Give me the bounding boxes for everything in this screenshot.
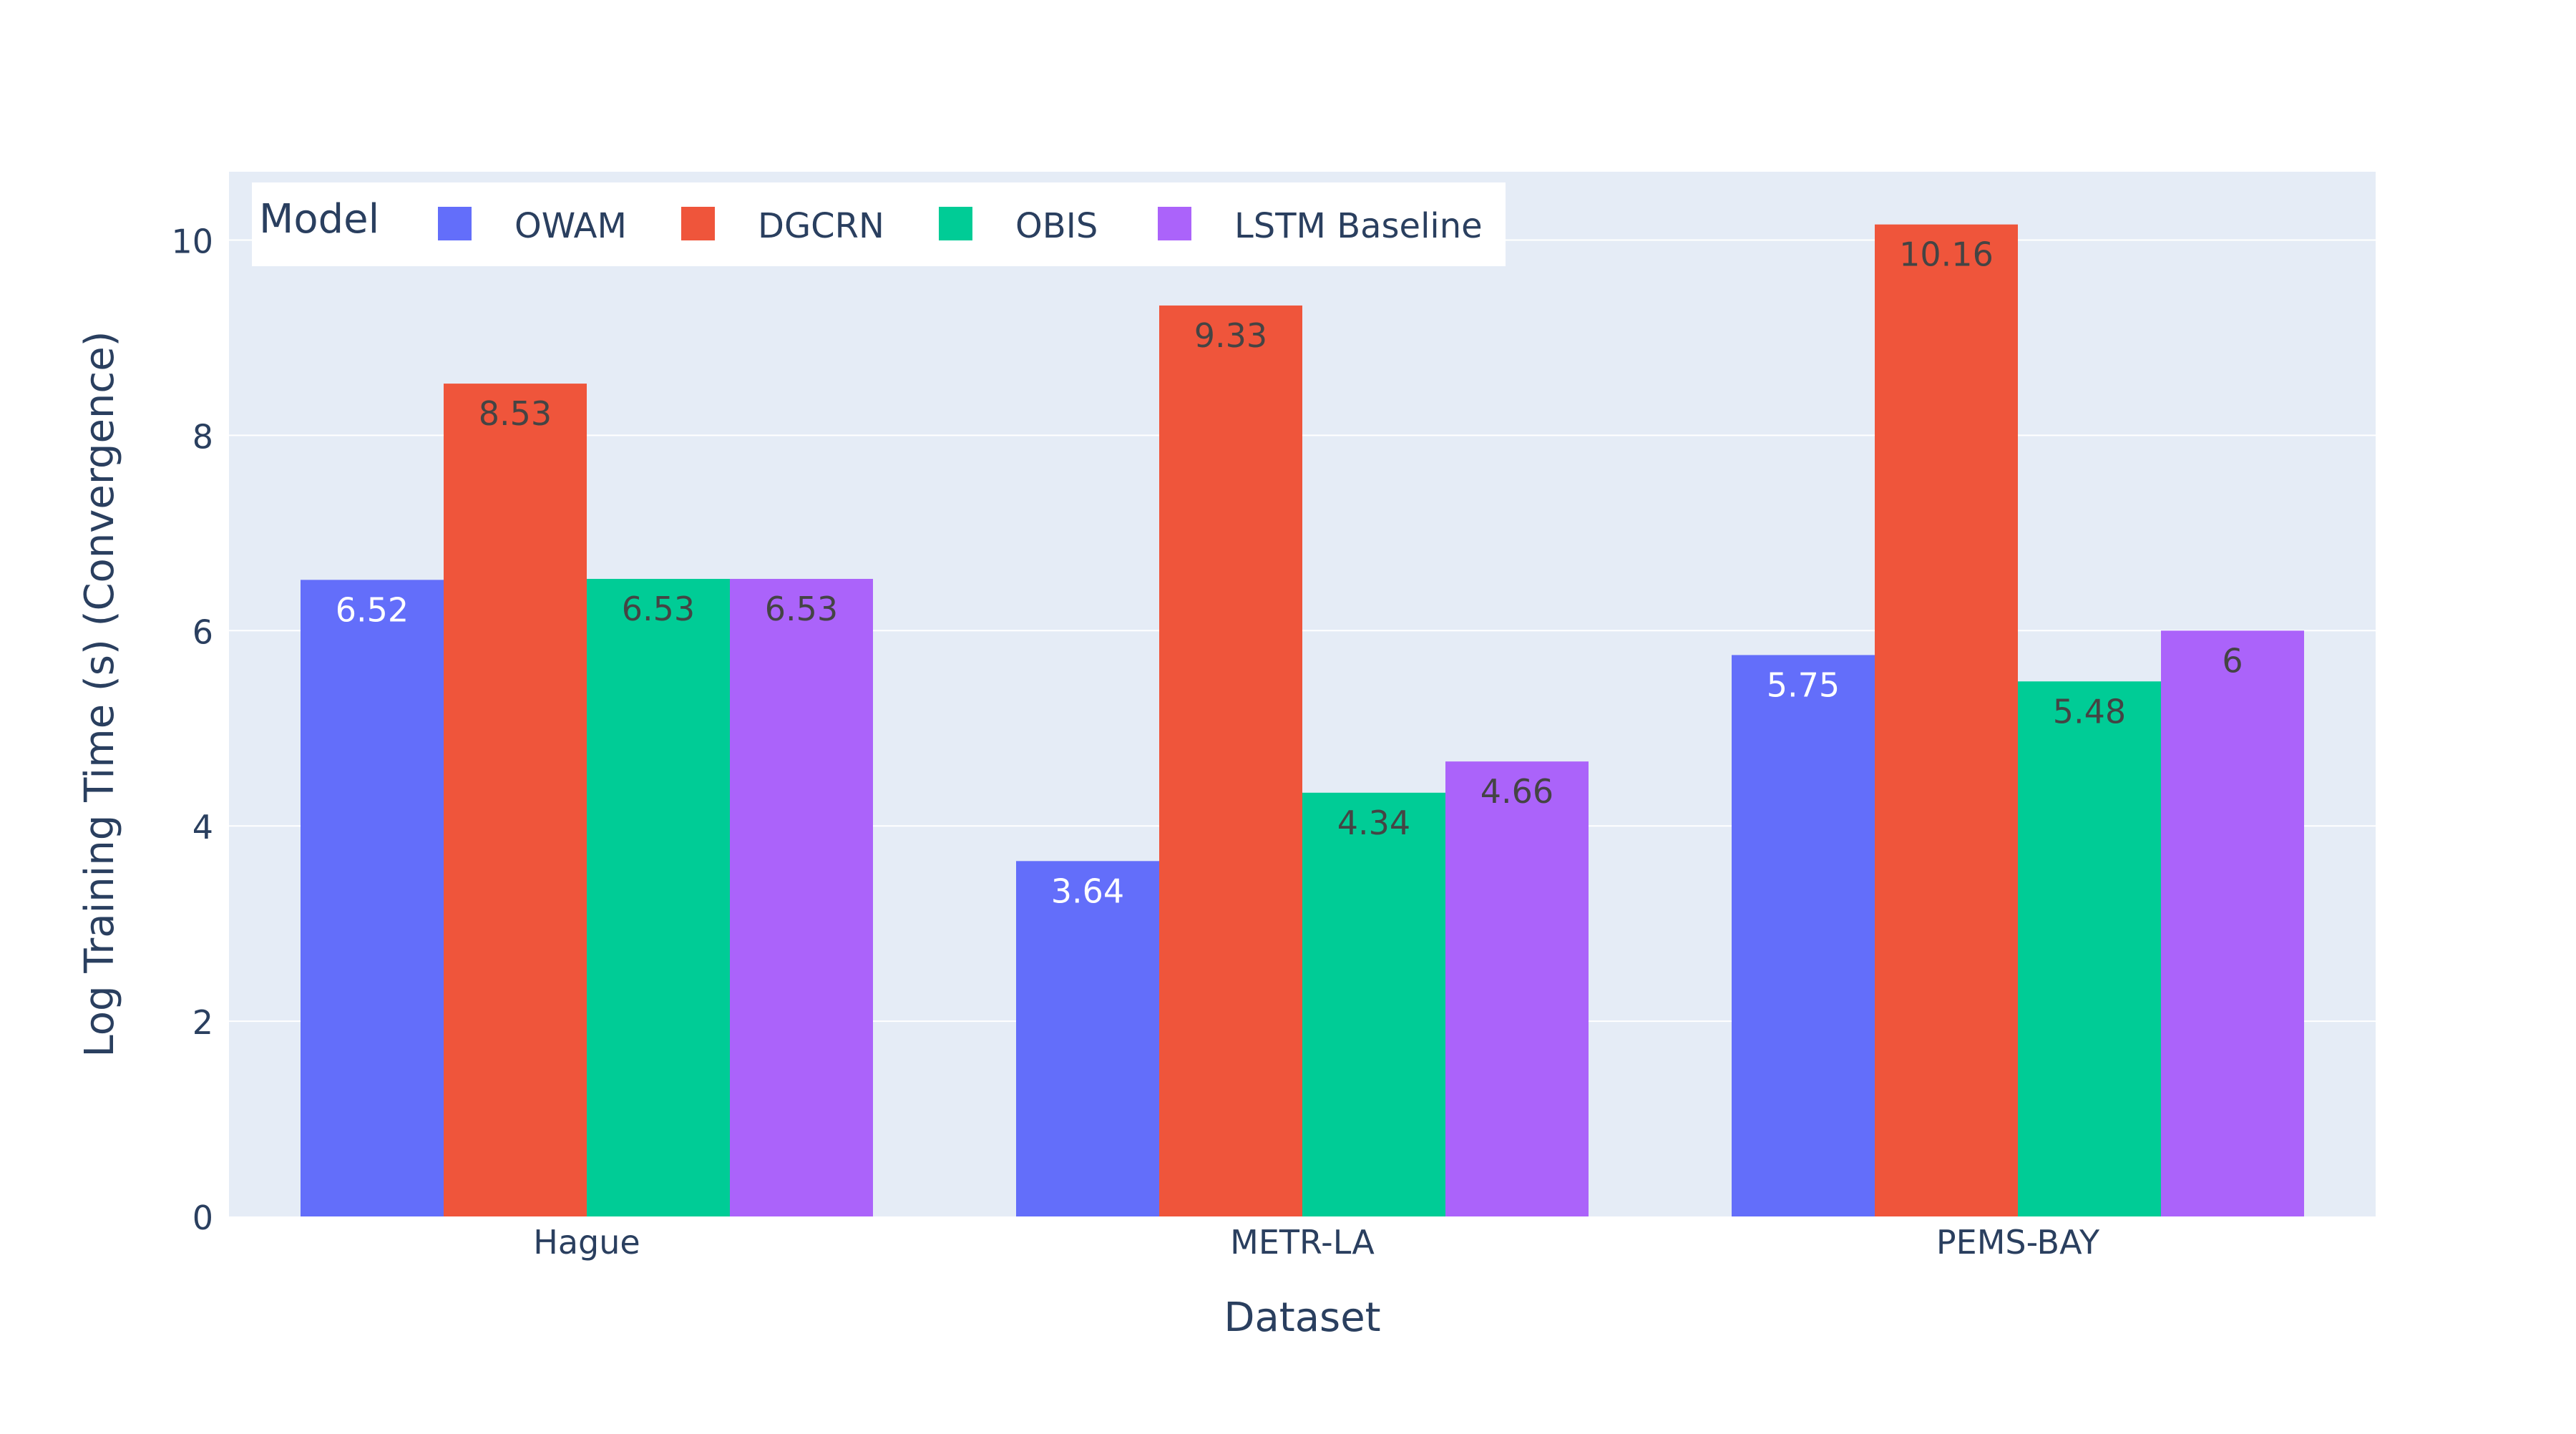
y-tick-label: 8 (192, 417, 213, 456)
legend-swatch[interactable] (438, 207, 472, 240)
bars (301, 224, 2304, 1216)
y-axis-title: Log Training Time (s) (Convergence) (77, 331, 123, 1057)
legend-swatch[interactable] (1158, 207, 1191, 240)
bar-lstm-baseline-metr-la[interactable] (1445, 761, 1589, 1216)
data-label: 10.16 (1899, 235, 1994, 274)
y-tick-label: 6 (192, 613, 213, 651)
bar-lstm-baseline-hague[interactable] (730, 578, 873, 1216)
x-tick-label: PEMS-BAY (1936, 1223, 2100, 1262)
x-axis-title: Dataset (1224, 1294, 1380, 1341)
legend-title: Model (259, 196, 379, 243)
bar-owam-pems-bay[interactable] (1732, 655, 1875, 1216)
y-axis-ticks: 0 2 4 6 8 10 (171, 223, 213, 1237)
bar-obis-metr-la[interactable] (1302, 792, 1445, 1216)
data-label: 4.34 (1337, 804, 1410, 842)
y-tick-label: 10 (171, 223, 213, 261)
bar-owam-metr-la[interactable] (1016, 861, 1159, 1216)
legend-label[interactable]: LSTM Baseline (1234, 206, 1483, 246)
data-label: 8.53 (479, 394, 552, 433)
data-label: 6.53 (622, 590, 695, 628)
data-label: 6 (2222, 641, 2243, 680)
bar-owam-hague[interactable] (301, 580, 444, 1216)
data-label: 5.48 (2053, 692, 2126, 731)
legend: Model OWAM DGCRN OBIS LSTM Baseline (252, 182, 1506, 266)
legend-swatch[interactable] (681, 207, 715, 240)
x-tick-label: METR-LA (1230, 1223, 1375, 1262)
bar-dgcrn-metr-la[interactable] (1159, 305, 1302, 1216)
bar-dgcrn-hague[interactable] (444, 384, 587, 1216)
data-label: 4.66 (1480, 772, 1553, 811)
bar-lstm-baseline-pems-bay[interactable] (2161, 630, 2304, 1216)
data-label: 5.75 (1767, 665, 1840, 704)
data-label: 3.64 (1051, 872, 1124, 910)
legend-label[interactable]: OBIS (1015, 206, 1098, 246)
y-tick-label: 2 (192, 1003, 213, 1042)
data-label: 6.53 (765, 590, 838, 628)
legend-label[interactable]: OWAM (514, 206, 627, 246)
data-labels: 6.52 8.53 6.53 6.53 3.64 9.33 4.34 4.66 5.75 10.1… (336, 235, 2243, 911)
legend-label[interactable]: DGCRN (758, 206, 884, 246)
data-label: 6.52 (336, 590, 409, 629)
bar-obis-pems-bay[interactable] (2018, 681, 2161, 1216)
bar-dgcrn-pems-bay[interactable] (1875, 224, 2018, 1216)
x-axis-ticks: Hague METR-LA PEMS-BAY (533, 1223, 2100, 1262)
bar-obis-hague[interactable] (587, 578, 730, 1216)
legend-swatch[interactable] (939, 207, 972, 240)
x-tick-label: Hague (533, 1223, 640, 1262)
y-tick-label: 0 (192, 1199, 213, 1237)
data-label: 9.33 (1194, 316, 1267, 355)
y-tick-label: 4 (192, 808, 213, 847)
